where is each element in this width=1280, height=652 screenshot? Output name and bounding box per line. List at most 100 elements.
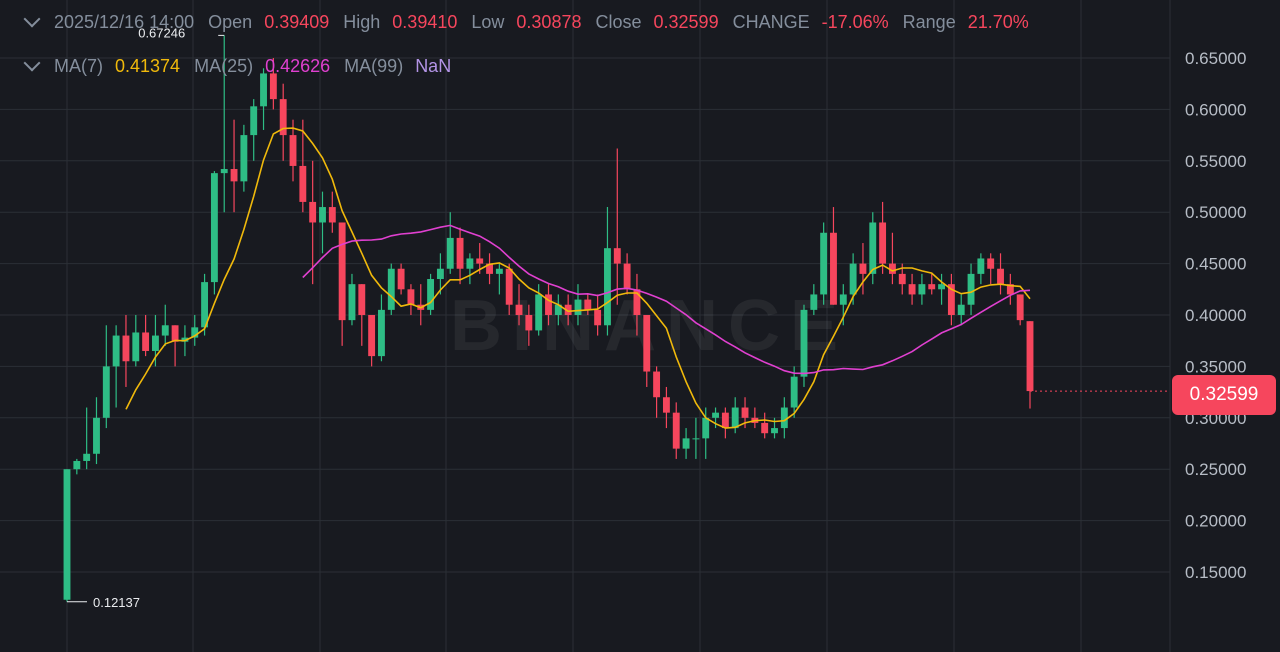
candle-body — [279, 99, 287, 136]
candle-body — [839, 294, 847, 305]
candle — [554, 294, 562, 326]
candle — [1006, 273, 1014, 305]
candle-body — [574, 299, 582, 315]
chevron-down-icon[interactable] — [23, 54, 41, 72]
candle-body — [869, 222, 877, 274]
candle — [947, 273, 955, 326]
candle-body — [456, 237, 464, 269]
candle-body — [731, 407, 739, 429]
candle — [888, 232, 896, 285]
y-tick-label: 0.15000 — [1185, 563, 1246, 582]
candle-body — [348, 284, 356, 321]
candle-body — [289, 135, 297, 166]
candle-body — [682, 438, 690, 449]
candle — [928, 273, 936, 295]
candle — [142, 315, 150, 357]
candle-body — [1016, 294, 1024, 321]
y-tick-label: 0.55000 — [1185, 152, 1246, 171]
candle-body — [220, 169, 228, 174]
range-value: 21.70% — [967, 11, 1029, 32]
candle-body — [692, 438, 700, 440]
candle-body — [515, 304, 523, 315]
candle — [525, 304, 533, 346]
ma7-value: 0.41374 — [115, 55, 181, 76]
candle — [997, 253, 1004, 295]
candle-body — [309, 201, 317, 223]
candle — [93, 397, 100, 465]
candle-body — [820, 232, 828, 295]
candle — [417, 284, 425, 326]
candle-body — [161, 325, 169, 336]
y-tick-label: 0.35000 — [1185, 357, 1246, 376]
candle-body — [505, 268, 513, 305]
candle — [358, 284, 366, 346]
candle — [250, 99, 258, 161]
candle-body — [545, 294, 552, 315]
candle-body — [1026, 321, 1034, 392]
candle — [879, 201, 887, 274]
y-tick-label: 0.60000 — [1185, 100, 1246, 119]
ma99-label: MA(99) — [344, 55, 404, 76]
candle-body — [93, 417, 100, 454]
candle — [210, 171, 218, 295]
candle-body — [151, 335, 159, 351]
candle-body — [721, 412, 729, 429]
candle — [338, 222, 346, 346]
candle — [859, 243, 867, 295]
low-marker-label: 0.12137 — [93, 595, 140, 610]
open-value: 0.39409 — [264, 11, 330, 32]
candle — [407, 284, 415, 315]
candle-body — [947, 284, 955, 315]
candle-body — [466, 258, 474, 269]
candle-body — [73, 460, 81, 470]
candle — [584, 294, 592, 315]
candle — [309, 160, 317, 285]
candle — [800, 304, 808, 387]
candle — [151, 315, 159, 367]
candle-body — [643, 315, 651, 372]
chevron-down-icon[interactable] — [23, 10, 41, 28]
close-label: Close — [595, 11, 642, 32]
candle-body — [476, 258, 484, 264]
candle — [613, 148, 621, 305]
ma7-label: MA(7) — [54, 55, 103, 76]
candle — [692, 417, 700, 459]
candle-body — [623, 263, 631, 290]
y-tick-label: 0.50000 — [1185, 203, 1246, 222]
candle — [201, 273, 209, 336]
candle-body — [83, 453, 91, 461]
close-value: 0.32599 — [653, 11, 719, 32]
y-tick-label: 0.20000 — [1185, 512, 1246, 531]
low-label: Low — [471, 11, 505, 32]
candle-body — [378, 309, 385, 357]
candle — [102, 325, 110, 429]
candle-body — [142, 332, 150, 351]
candle-body — [898, 273, 906, 285]
candle — [761, 412, 769, 439]
change-value: -17.06% — [821, 11, 889, 32]
candle — [721, 407, 729, 439]
candle — [446, 212, 454, 274]
candle — [604, 207, 611, 336]
candle — [378, 294, 385, 362]
candle — [780, 397, 788, 439]
candle — [486, 253, 493, 285]
candle-body — [761, 422, 769, 434]
candle-body — [908, 284, 916, 295]
candle — [662, 386, 670, 429]
candle — [83, 407, 91, 470]
candle — [1026, 321, 1034, 409]
candle-body — [122, 335, 130, 362]
candle — [161, 304, 169, 346]
candle-body — [210, 173, 218, 283]
candle — [515, 284, 523, 326]
candle-body — [535, 294, 543, 331]
candle — [643, 315, 651, 387]
candle — [938, 273, 946, 305]
candle — [427, 273, 435, 315]
candle — [220, 35, 228, 213]
candle-body — [879, 222, 887, 264]
high-label: High — [343, 11, 381, 32]
y-tick-label: 0.40000 — [1185, 306, 1246, 325]
